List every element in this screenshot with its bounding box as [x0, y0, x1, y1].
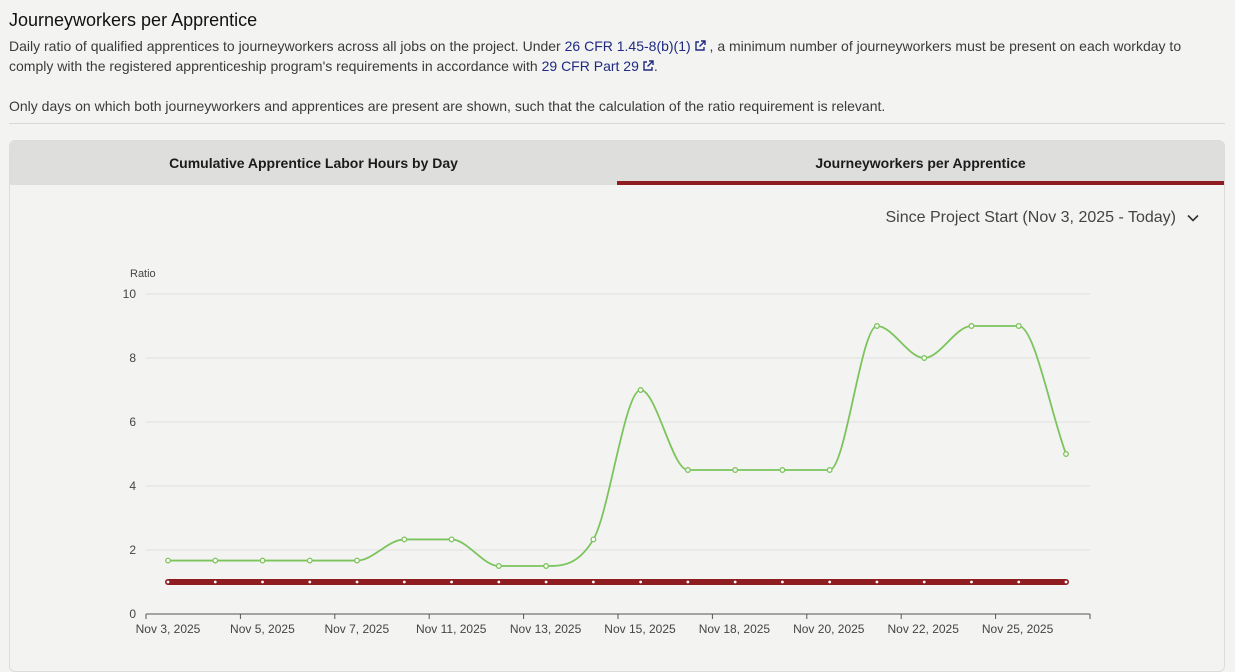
x-tick-label: Nov 22, 2025 — [888, 622, 960, 636]
ratio-point — [354, 557, 361, 564]
requirement-point — [544, 580, 548, 584]
tab-bar: Cumulative Apprentice Labor Hours by Day… — [10, 141, 1224, 185]
description: Daily ratio of qualified apprentices to … — [9, 36, 1224, 76]
cfr-1-45-link[interactable]: 26 CFR 1.45-8(b)(1) — [565, 38, 706, 54]
description-text-2: , a minimum number of journeyworkers mus… — [9, 38, 1182, 74]
requirement-point — [1017, 580, 1021, 584]
ratio-point — [1063, 451, 1069, 457]
tab-journeyworkers-label: Journeyworkers per Apprentice — [815, 155, 1026, 171]
x-tick-label: Nov 18, 2025 — [699, 622, 771, 636]
requirement-point — [970, 580, 973, 584]
y-tick-label: 6 — [129, 415, 136, 429]
ratio-point — [212, 557, 219, 564]
x-tick-label: Nov 7, 2025 — [324, 622, 389, 636]
ratio-series-line — [168, 325, 1067, 567]
y-tick-label: 10 — [123, 287, 137, 301]
external-link-icon — [643, 60, 654, 71]
requirement-point — [402, 580, 406, 584]
x-tick-label: Nov 13, 2025 — [510, 622, 582, 636]
tab-journeyworkers-per-apprentice[interactable]: Journeyworkers per Apprentice — [617, 141, 1224, 185]
requirement-point — [450, 580, 453, 584]
ratio-point — [448, 536, 455, 543]
requirement-point — [591, 580, 595, 584]
divider — [9, 123, 1225, 124]
x-tick-label: Nov 20, 2025 — [793, 622, 865, 636]
requirement-point — [922, 580, 926, 584]
requirement-point — [308, 580, 312, 584]
description-text-3: . — [653, 58, 658, 74]
requirement-point — [213, 580, 217, 584]
date-range-label: Since Project Start (Nov 3, 2025 - Today… — [885, 209, 1176, 226]
requirement-point — [781, 580, 784, 584]
ratio-point — [401, 536, 408, 543]
y-tick-label: 4 — [129, 479, 136, 493]
ratio-point — [921, 355, 928, 361]
cfr-part-29-link[interactable]: 29 CFR Part 29 — [542, 58, 654, 74]
ratio-point — [259, 557, 266, 564]
requirement-point — [261, 580, 264, 584]
requirement-point — [355, 580, 359, 584]
ratio-point — [543, 563, 550, 569]
requirement-point — [733, 580, 737, 584]
cfr-1-45-link-label: 26 CFR 1.45-8(b)(1) — [564, 38, 691, 54]
description-note: Only days on which both journeyworkers a… — [9, 98, 886, 114]
x-tick-label: Nov 3, 2025 — [136, 622, 201, 636]
cfr-part-29-link-label: 29 CFR Part 29 — [541, 58, 639, 74]
date-range-select[interactable]: Since Project Start (Nov 3, 2025 - Today… — [885, 209, 1200, 227]
ratio-chart: 0 2 4 6 8 10 Ratio Nov 3, 2025 Nov 5, 2025 Nov 7,… — [123, 268, 1091, 636]
chevron-down-icon — [1187, 214, 1199, 222]
requirement-point — [1064, 580, 1068, 584]
x-tick-label: Nov 5, 2025 — [230, 622, 295, 636]
ratio-point — [637, 387, 644, 393]
y-tick-label: 0 — [129, 607, 136, 621]
page-title: Journeyworkers per Apprentice — [9, 10, 258, 30]
ratio-point — [873, 323, 880, 329]
chart-header: Journeyworkers per Apprentice Daily rati… — [9, 8, 1224, 116]
x-tick-label: Nov 11, 2025 — [416, 622, 487, 636]
ratio-point — [684, 467, 691, 473]
ratio-point — [1015, 323, 1022, 329]
external-link-icon — [694, 40, 706, 51]
ratio-point — [732, 467, 739, 473]
tab-cumulative-hours-label: Cumulative Apprentice Labor Hours by Day — [169, 155, 458, 171]
ratio-point — [968, 323, 975, 329]
requirement-point — [686, 580, 690, 584]
ratio-point — [590, 536, 597, 543]
chart-panel: Cumulative Apprentice Labor Hours by Day… — [9, 140, 1225, 672]
y-tick-label: 2 — [129, 543, 136, 557]
y-axis-title: Ratio — [130, 268, 156, 280]
x-tick-label: Nov 15, 2025 — [604, 622, 676, 636]
ratio-point — [779, 467, 786, 473]
y-tick-label: 8 — [129, 351, 136, 365]
requirement-point — [828, 580, 832, 584]
ratio-point — [495, 563, 502, 569]
requirement-point — [639, 580, 643, 584]
requirement-point — [497, 580, 501, 584]
requirement-point — [875, 580, 879, 584]
ratio-point — [826, 467, 833, 473]
requirement-point — [166, 580, 170, 584]
description-text-1: Daily ratio of qualified apprentices to … — [9, 38, 565, 54]
x-tick-label: Nov 25, 2025 — [982, 622, 1054, 636]
tab-cumulative-hours[interactable]: Cumulative Apprentice Labor Hours by Day — [10, 141, 617, 185]
ratio-point — [306, 557, 313, 564]
ratio-point — [165, 557, 171, 564]
